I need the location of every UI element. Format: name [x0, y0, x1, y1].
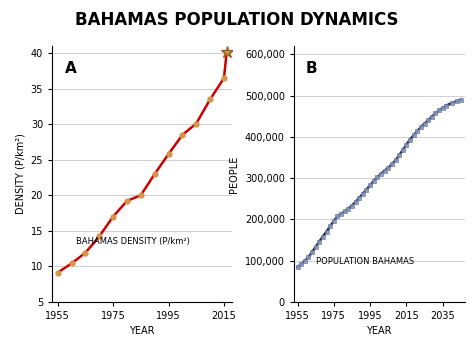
Y-axis label: DENSITY (P/km²): DENSITY (P/km²) — [15, 133, 25, 214]
Text: POPULATION BAHAMAS: POPULATION BAHAMAS — [316, 257, 414, 266]
Text: A: A — [65, 61, 76, 76]
Text: BAHAMAS POPULATION DYNAMICS: BAHAMAS POPULATION DYNAMICS — [75, 11, 399, 29]
Text: B: B — [306, 61, 318, 76]
X-axis label: YEAR: YEAR — [366, 326, 392, 336]
Y-axis label: PEOPLE: PEOPLE — [229, 155, 239, 193]
Text: BAHAMAS DENSITY (P/km²): BAHAMAS DENSITY (P/km²) — [75, 236, 190, 246]
X-axis label: YEAR: YEAR — [129, 326, 155, 336]
